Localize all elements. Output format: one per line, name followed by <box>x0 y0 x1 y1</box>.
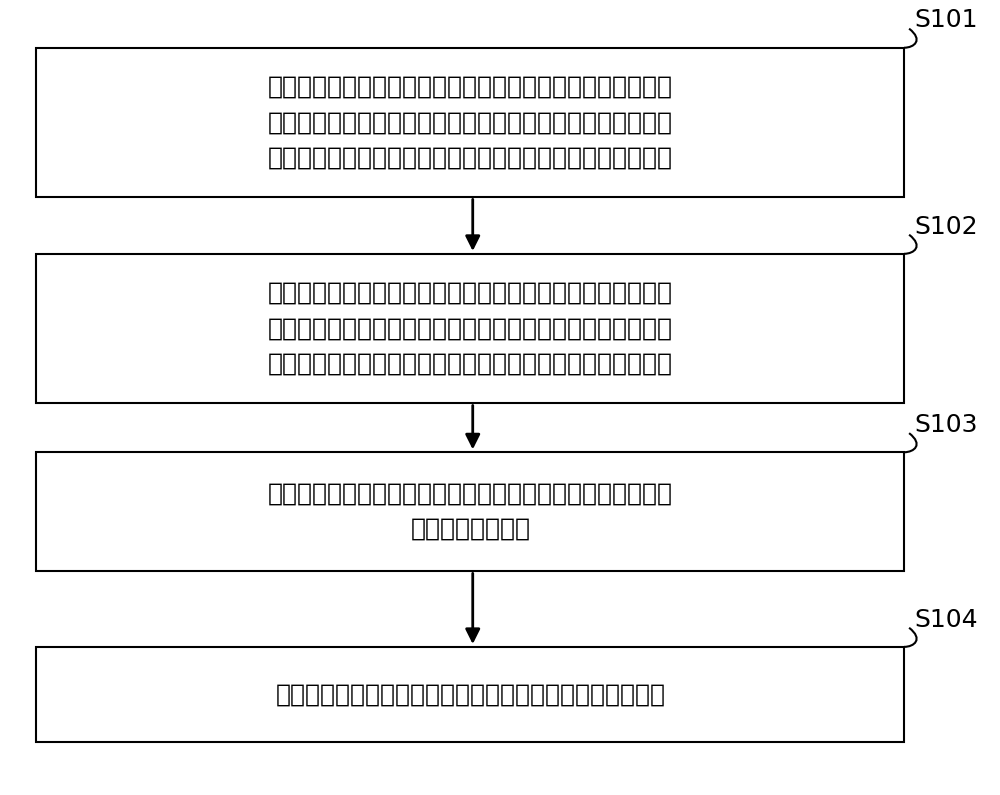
Text: S102: S102 <box>914 215 978 238</box>
Bar <box>36 647 904 743</box>
Bar <box>36 452 904 571</box>
Text: 利用声电耦合系数曲线结合测井数据对地层渗透率进行评价: 利用声电耦合系数曲线结合测井数据对地层渗透率进行评价 <box>275 683 665 707</box>
Text: S101: S101 <box>914 9 978 33</box>
Text: 根据第一归一化能量比曲线和第二归一化能量比曲线联立求取
声电耦合系数曲线: 根据第一归一化能量比曲线和第二归一化能量比曲线联立求取 声电耦合系数曲线 <box>268 482 673 541</box>
Bar <box>36 254 904 402</box>
Text: 在目标井段范围内，计算多个预定深度中每个预定深度处的本
征波与伴随转换波的能量比，并对本征波与伴随转换波的能量
比进行归一化处理，得到随深度变化的第一归一化能量: 在目标井段范围内，计算多个预定深度中每个预定深度处的本 征波与伴随转换波的能量比… <box>268 75 673 169</box>
Text: 在目标井段范围内，计算多个预定深度中每个预定深度处的界
面转换波与本征波的能量比，并对界面转换波与本征波的能量
比进行归一化处理，得到随深度变化的第二归一化能量: 在目标井段范围内，计算多个预定深度中每个预定深度处的界 面转换波与本征波的能量比… <box>268 281 673 375</box>
Bar <box>36 48 904 196</box>
Text: S104: S104 <box>914 607 978 631</box>
Text: S103: S103 <box>914 413 978 437</box>
